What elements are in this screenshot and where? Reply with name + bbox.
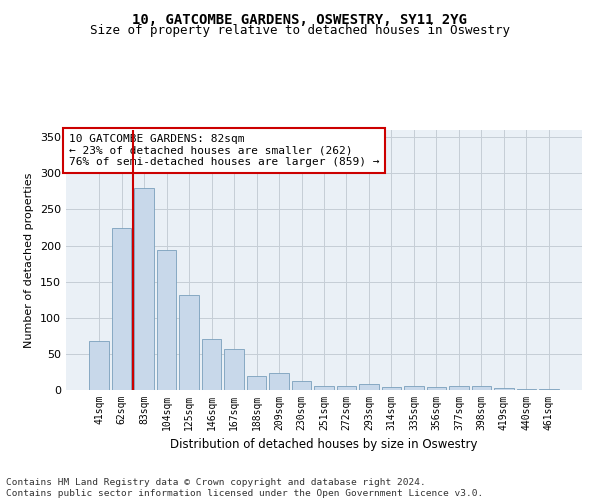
Bar (472, 386, 491, 390)
Text: Contains HM Land Registry data © Crown copyright and database right 2024.
Contai: Contains HM Land Registry data © Crown c… (6, 478, 483, 498)
Text: Size of property relative to detached houses in Oswestry: Size of property relative to detached ho… (90, 24, 510, 37)
Bar (292, 380, 311, 390)
Bar (382, 387, 401, 390)
Bar (314, 386, 334, 390)
Text: 10 GATCOMBE GARDENS: 82sqm
← 23% of detached houses are smaller (262)
76% of sem: 10 GATCOMBE GARDENS: 82sqm ← 23% of deta… (68, 134, 379, 167)
Bar (337, 386, 356, 390)
Bar (404, 386, 424, 390)
Bar (224, 349, 244, 390)
Bar (269, 374, 289, 390)
Bar (157, 250, 176, 390)
Bar (202, 340, 221, 390)
Text: 10, GATCOMBE GARDENS, OSWESTRY, SY11 2YG: 10, GATCOMBE GARDENS, OSWESTRY, SY11 2YG (133, 12, 467, 26)
Bar (112, 228, 131, 390)
Bar (89, 341, 109, 390)
Bar (134, 188, 154, 390)
Y-axis label: Number of detached properties: Number of detached properties (25, 172, 34, 348)
Bar (539, 388, 559, 390)
Bar (494, 388, 514, 390)
Bar (247, 376, 266, 390)
Bar (179, 294, 199, 390)
Bar (427, 387, 446, 390)
Bar (359, 384, 379, 390)
X-axis label: Distribution of detached houses by size in Oswestry: Distribution of detached houses by size … (170, 438, 478, 452)
Bar (517, 388, 536, 390)
Bar (449, 386, 469, 390)
